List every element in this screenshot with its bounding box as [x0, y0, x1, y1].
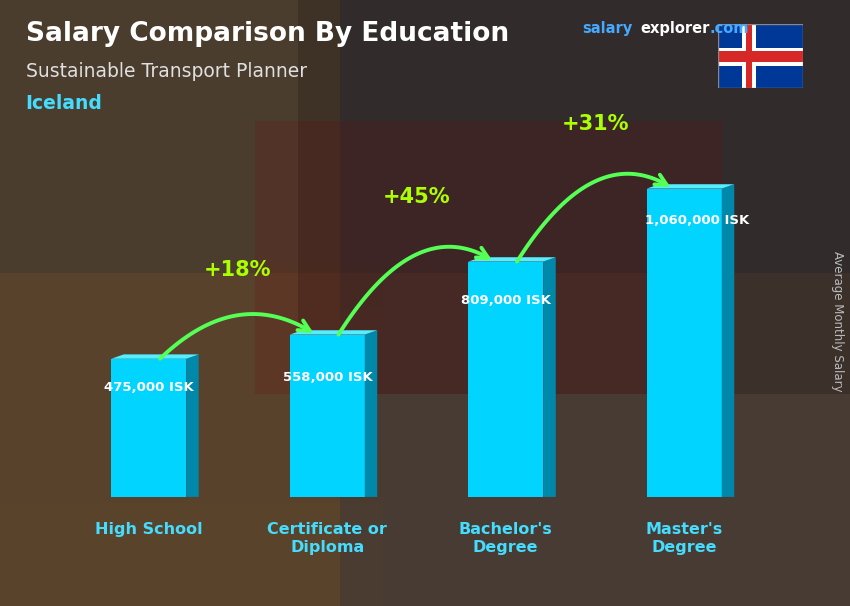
Text: Sustainable Transport Planner: Sustainable Transport Planner [26, 62, 307, 81]
Bar [0, 515, 382, 521]
Bar [0, 503, 382, 509]
Polygon shape [186, 355, 199, 497]
Text: Iceland: Iceland [26, 94, 102, 113]
Bar [0, 255, 382, 261]
Bar [0, 442, 382, 448]
Bar [0, 576, 382, 582]
Bar [0, 376, 382, 382]
Bar [0, 448, 382, 454]
Polygon shape [111, 359, 186, 497]
Bar [298, 0, 850, 394]
Bar [0, 430, 382, 436]
Text: Average Monthly Salary: Average Monthly Salary [830, 251, 844, 391]
Polygon shape [722, 184, 734, 497]
Bar [0, 533, 382, 539]
Bar [0, 400, 382, 406]
Bar [0, 406, 382, 412]
Text: +45%: +45% [382, 187, 450, 207]
Bar [0, 358, 382, 364]
Bar [0, 364, 382, 370]
Bar [0, 267, 382, 273]
Bar [0, 327, 382, 333]
Bar [0, 509, 382, 515]
Bar [718, 48, 803, 65]
Bar [0, 588, 382, 594]
Polygon shape [543, 257, 556, 497]
Bar [0, 333, 382, 339]
Bar [0, 273, 382, 279]
Bar [0, 0, 340, 606]
Bar [746, 24, 752, 88]
Text: Salary Comparison By Education: Salary Comparison By Education [26, 21, 508, 47]
Bar [0, 454, 382, 461]
Bar [0, 297, 382, 303]
Bar [0, 394, 382, 400]
Text: Master's
Degree: Master's Degree [646, 522, 722, 554]
Bar [0, 382, 382, 388]
Bar [0, 582, 382, 588]
Bar [718, 51, 803, 62]
Bar [0, 485, 382, 491]
Polygon shape [647, 188, 722, 497]
Bar [0, 279, 382, 285]
Bar [0, 497, 382, 503]
Bar [0, 594, 382, 600]
Bar [0, 273, 850, 606]
Text: 558,000 ISK: 558,000 ISK [282, 371, 372, 384]
Bar [0, 521, 382, 527]
Bar [0, 309, 382, 315]
Bar [0, 558, 382, 564]
Bar [0, 570, 382, 576]
Bar [0, 412, 382, 418]
Bar [0, 424, 382, 430]
Text: +31%: +31% [561, 114, 629, 134]
Bar [0, 564, 382, 570]
Polygon shape [468, 257, 556, 262]
Text: High School: High School [95, 522, 202, 538]
Polygon shape [111, 355, 199, 359]
Bar [0, 291, 382, 297]
Bar [0, 527, 382, 533]
Text: Bachelor's
Degree: Bachelor's Degree [459, 522, 552, 554]
Text: .com: .com [710, 21, 749, 36]
Polygon shape [290, 335, 365, 497]
Text: 809,000 ISK: 809,000 ISK [461, 295, 551, 307]
Text: salary: salary [582, 21, 632, 36]
Bar [0, 418, 382, 424]
Bar [0, 370, 382, 376]
Bar [0, 242, 382, 248]
Polygon shape [365, 330, 377, 497]
Bar [0, 345, 382, 351]
Bar [0, 303, 382, 309]
Bar [255, 121, 722, 394]
Polygon shape [468, 262, 543, 497]
Polygon shape [647, 184, 734, 188]
Text: 475,000 ISK: 475,000 ISK [104, 381, 194, 393]
Bar [0, 473, 382, 479]
Polygon shape [290, 330, 377, 335]
Bar [0, 285, 382, 291]
Bar [0, 321, 382, 327]
Text: Certificate or
Diploma: Certificate or Diploma [267, 522, 388, 554]
Bar [0, 388, 382, 394]
Bar [0, 491, 382, 497]
Bar [0, 600, 382, 606]
Bar [0, 261, 382, 267]
Bar [0, 467, 382, 473]
Bar [742, 24, 756, 88]
Text: +18%: +18% [204, 260, 272, 280]
Bar [0, 315, 382, 321]
Bar [0, 351, 382, 358]
Bar [0, 461, 382, 467]
Bar [0, 436, 382, 442]
Text: explorer: explorer [640, 21, 710, 36]
Bar [0, 551, 382, 558]
Bar [0, 479, 382, 485]
Bar [0, 545, 382, 551]
Text: 1,060,000 ISK: 1,060,000 ISK [645, 214, 749, 227]
Bar [0, 248, 382, 255]
Bar [0, 339, 382, 345]
Bar [0, 539, 382, 545]
